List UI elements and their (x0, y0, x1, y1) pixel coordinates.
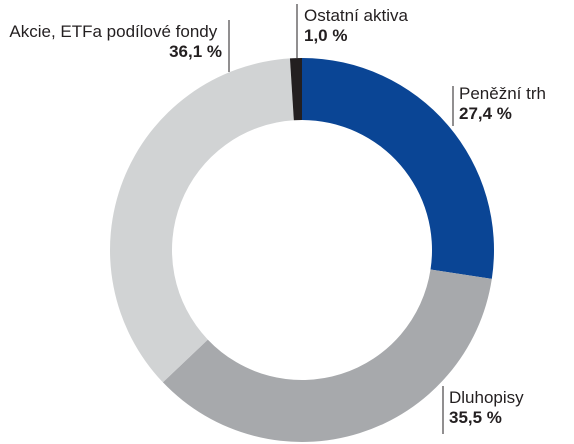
value-label: 1,0 % (304, 26, 348, 45)
category-label: Dluhopisy (449, 388, 524, 407)
category-label: Peněžní trh (459, 84, 546, 103)
value-label: 27,4 % (459, 104, 512, 123)
donut-segment (289, 58, 302, 121)
donut-segment (110, 58, 294, 383)
category-label: Ostatní aktiva (304, 6, 408, 25)
segment-label: Dluhopisy 35,5 % (449, 388, 569, 428)
donut-segment (302, 58, 494, 279)
donut-segment (162, 269, 492, 443)
segment-label: Ostatní aktiva 1,0 % (304, 6, 464, 46)
value-label: 35,5 % (449, 408, 502, 427)
segment-label: Peněžní trh 27,4 % (459, 84, 574, 124)
category-label: Akcie, ETFa podílové fondy (9, 22, 218, 41)
segment-label: Akcie, ETFa podílové fondy 36,1 % (0, 22, 222, 62)
value-label: 36,1 % (169, 42, 222, 61)
